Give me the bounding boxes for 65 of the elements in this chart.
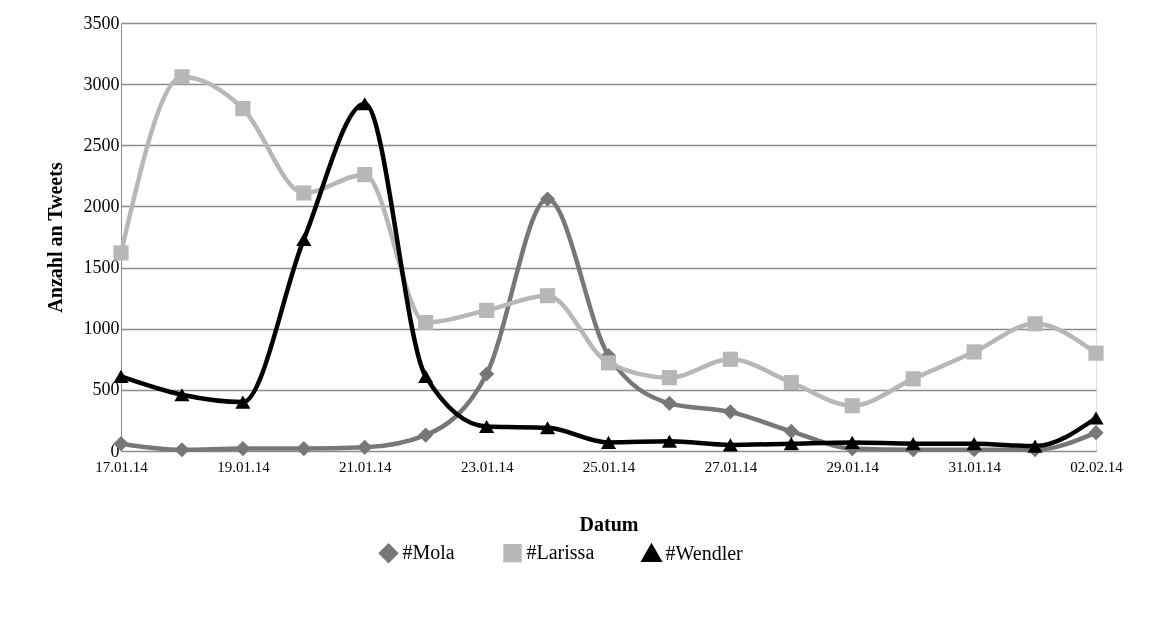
point	[357, 439, 373, 455]
point	[905, 437, 921, 451]
point	[966, 437, 982, 451]
point	[905, 371, 921, 387]
y-tick-label: 1500	[83, 257, 120, 278]
point	[418, 427, 434, 443]
x-tick-label: 31.01.14	[948, 458, 1002, 475]
point	[1088, 411, 1104, 425]
point	[1088, 345, 1104, 361]
y-axis-title: Anzahl an Tweets	[43, 162, 66, 313]
point	[418, 315, 434, 331]
x-tick-label: 25.01.14	[582, 458, 636, 475]
point	[357, 167, 373, 183]
point	[1088, 425, 1104, 441]
legend-label: #Wendler	[665, 541, 744, 564]
y-tick-label: 3500	[83, 12, 120, 33]
x-tick-label: 23.01.14	[460, 458, 514, 475]
point	[418, 369, 434, 383]
x-tick-label: 19.01.14	[217, 458, 271, 475]
point	[113, 369, 129, 383]
point	[174, 69, 190, 85]
point	[296, 232, 312, 247]
y-tick-label: 1000	[83, 318, 120, 339]
point	[113, 245, 129, 261]
x-tick-label: 21.01.14	[339, 458, 392, 475]
y-tick-label: 3000	[83, 73, 120, 94]
point	[844, 398, 860, 414]
point	[479, 302, 495, 318]
y-tick-label: 2500	[83, 134, 120, 155]
x-tick-label: 27.01.14	[704, 458, 758, 475]
point	[783, 437, 799, 451]
point	[722, 438, 738, 452]
point	[235, 395, 251, 409]
point	[235, 101, 251, 117]
x-tick-label: 02.02.14	[1070, 458, 1124, 475]
point	[722, 404, 738, 420]
point	[174, 442, 190, 458]
legend-label: #Mola	[402, 541, 455, 564]
point	[844, 435, 860, 450]
point	[661, 395, 678, 411]
point	[539, 288, 556, 304]
x-tick-label: 29.01.14	[826, 458, 880, 475]
point	[539, 191, 556, 207]
point	[783, 423, 799, 440]
point	[479, 366, 495, 382]
point	[539, 421, 556, 435]
point	[661, 434, 678, 448]
point	[600, 435, 617, 450]
point	[296, 440, 312, 457]
x-tick-label: 17.01.14	[95, 458, 149, 475]
point	[600, 355, 617, 371]
legend-label: #Larissa	[526, 541, 595, 564]
point	[479, 419, 495, 434]
point	[1027, 316, 1043, 332]
point	[1027, 439, 1043, 453]
x-axis-title: Datum	[579, 512, 639, 535]
point	[661, 370, 678, 386]
point	[783, 374, 799, 391]
point	[174, 388, 190, 402]
y-tick-label: 500	[92, 379, 120, 400]
point	[722, 351, 738, 367]
point	[296, 185, 312, 201]
point	[235, 440, 251, 457]
y-tick-label: 2000	[83, 195, 120, 216]
point	[966, 344, 982, 360]
